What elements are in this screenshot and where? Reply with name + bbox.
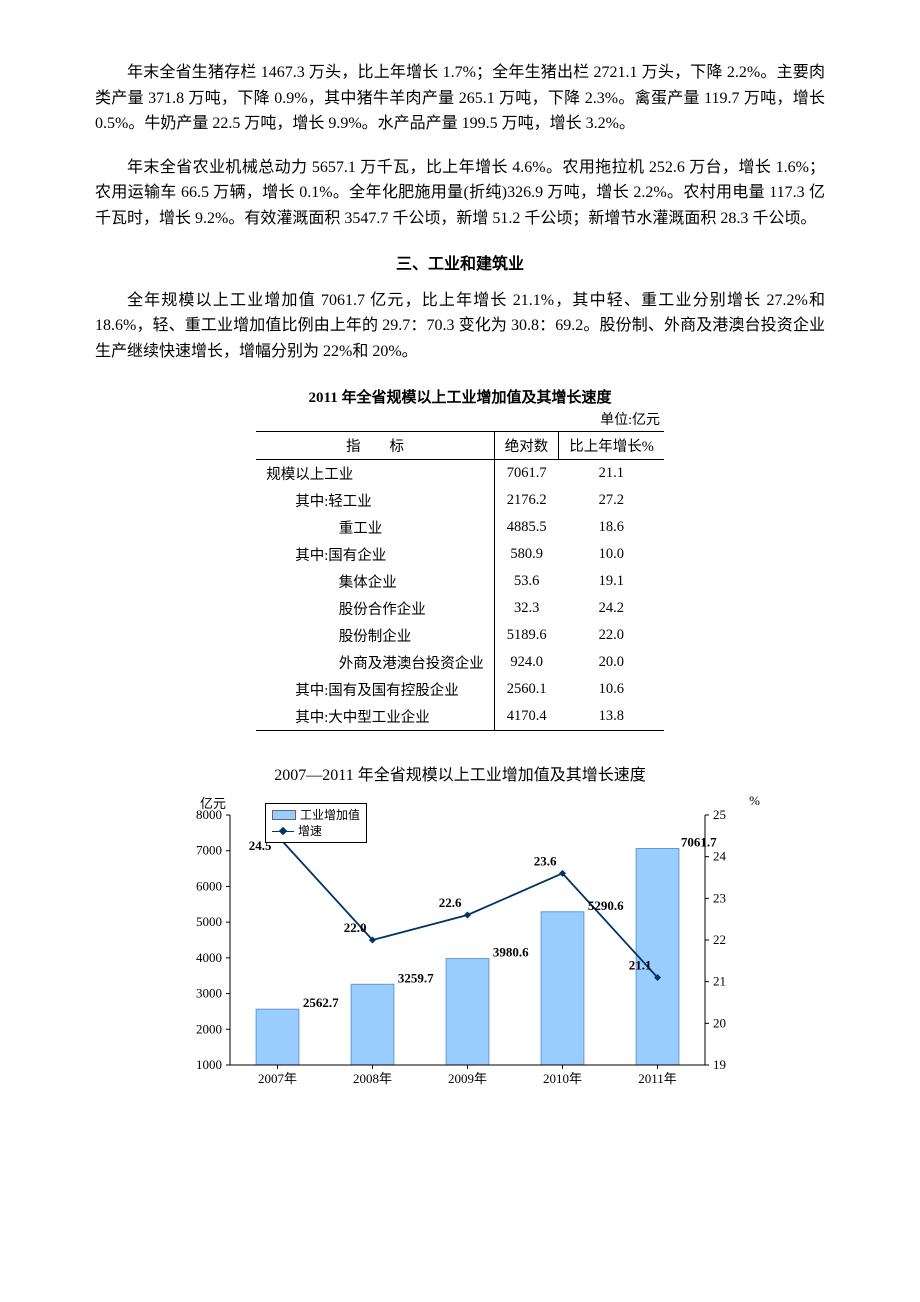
cell-absolute: 32.3 <box>494 595 559 622</box>
svg-text:24: 24 <box>713 849 727 864</box>
th-indicator: 指标 <box>256 432 494 460</box>
table-row: 规模以上工业7061.721.1 <box>256 460 664 488</box>
paragraph-3: 全年规模以上工业增加值 7061.7 亿元，比上年增长 21.1%，其中轻、重工… <box>95 288 825 365</box>
svg-text:23: 23 <box>713 891 726 906</box>
table-row: 外商及港澳台投资企业924.020.0 <box>256 649 664 676</box>
svg-text:3259.7: 3259.7 <box>398 971 434 986</box>
svg-text:2009年: 2009年 <box>448 1071 487 1086</box>
legend-bar: 工业增加值 <box>272 807 360 823</box>
table-row: 其中:大中型工业企业4170.413.8 <box>256 703 664 731</box>
legend-line: 增速 <box>272 823 360 839</box>
svg-text:2010年: 2010年 <box>543 1071 582 1086</box>
svg-text:19: 19 <box>713 1057 726 1072</box>
cell-growth: 27.2 <box>559 487 664 514</box>
chart-bar <box>446 959 489 1065</box>
svg-text:21.1: 21.1 <box>629 958 652 973</box>
svg-text:1000: 1000 <box>196 1057 222 1072</box>
cell-absolute: 4885.5 <box>494 514 559 541</box>
right-axis-label: % <box>749 793 760 809</box>
legend-line-label: 增速 <box>298 823 322 839</box>
svg-text:22: 22 <box>713 932 726 947</box>
cell-indicator: 外商及港澳台投资企业 <box>256 649 494 676</box>
cell-indicator: 其中:大中型工业企业 <box>256 703 494 731</box>
svg-text:21: 21 <box>713 974 726 989</box>
th-absolute: 绝对数 <box>494 432 559 460</box>
svg-text:5000: 5000 <box>196 914 222 929</box>
svg-text:2562.7: 2562.7 <box>303 996 339 1011</box>
chart-marker <box>464 912 471 919</box>
table-title: 2011 年全省规模以上工业增加值及其增长速度 <box>95 386 825 407</box>
svg-text:3000: 3000 <box>196 986 222 1001</box>
table-row: 重工业4885.518.6 <box>256 514 664 541</box>
svg-text:2011年: 2011年 <box>638 1071 677 1086</box>
cell-indicator: 集体企业 <box>256 568 494 595</box>
cell-indicator: 其中:轻工业 <box>256 487 494 514</box>
table-row: 其中:国有企业580.910.0 <box>256 541 664 568</box>
cell-indicator: 规模以上工业 <box>256 460 494 488</box>
cell-growth: 10.6 <box>559 676 664 703</box>
svg-text:6000: 6000 <box>196 879 222 894</box>
cell-absolute: 5189.6 <box>494 622 559 649</box>
industry-table: 指标 绝对数 比上年增长% 规模以上工业7061.721.1 其中:轻工业217… <box>256 431 664 731</box>
cell-growth: 10.0 <box>559 541 664 568</box>
svg-text:2008年: 2008年 <box>353 1071 392 1086</box>
chart-bar <box>541 912 584 1065</box>
cell-absolute: 924.0 <box>494 649 559 676</box>
cell-absolute: 2560.1 <box>494 676 559 703</box>
table-row: 股份合作企业32.324.2 <box>256 595 664 622</box>
legend-bar-swatch <box>272 810 296 820</box>
cell-indicator: 其中:国有及国有控股企业 <box>256 676 494 703</box>
svg-text:22.0: 22.0 <box>344 920 367 935</box>
svg-text:3980.6: 3980.6 <box>493 945 529 960</box>
svg-text:23.6: 23.6 <box>534 854 557 869</box>
chart-svg: 1000200030004000500060007000800019202122… <box>160 795 760 1095</box>
cell-growth: 24.2 <box>559 595 664 622</box>
section-heading: 三、工业和建筑业 <box>95 250 825 274</box>
cell-absolute: 53.6 <box>494 568 559 595</box>
cell-indicator: 重工业 <box>256 514 494 541</box>
chart-bar <box>351 985 394 1066</box>
cell-growth: 13.8 <box>559 703 664 731</box>
cell-growth: 18.6 <box>559 514 664 541</box>
cell-indicator: 其中:国有企业 <box>256 541 494 568</box>
svg-text:22.6: 22.6 <box>439 895 462 910</box>
document-page: 年末全省生猪存栏 1467.3 万头，比上年增长 1.7%；全年生猪出栏 272… <box>0 0 920 1302</box>
table-row: 集体企业53.619.1 <box>256 568 664 595</box>
svg-text:2007年: 2007年 <box>258 1071 297 1086</box>
cell-absolute: 7061.7 <box>494 460 559 488</box>
cell-absolute: 580.9 <box>494 541 559 568</box>
svg-text:2000: 2000 <box>196 1022 222 1037</box>
paragraph-2: 年末全省农业机械总动力 5657.1 万千瓦，比上年增长 4.6%。农用拖拉机 … <box>95 155 825 232</box>
table-unit: 单位:亿元 <box>260 409 660 429</box>
cell-absolute: 4170.4 <box>494 703 559 731</box>
chart-container: 亿元 % 工业增加值 增速 1000 2000 3000 4000 5000 6000 70… <box>160 795 760 1095</box>
legend-line-swatch <box>272 826 294 836</box>
svg-text:4000: 4000 <box>196 950 222 965</box>
svg-text:5290.6: 5290.6 <box>588 898 624 913</box>
left-axis-label: 亿元 <box>200 793 226 812</box>
table-row: 其中:轻工业2176.227.2 <box>256 487 664 514</box>
cell-growth: 21.1 <box>559 460 664 488</box>
paragraph-1: 年末全省生猪存栏 1467.3 万头，比上年增长 1.7%；全年生猪出栏 272… <box>95 60 825 137</box>
cell-indicator: 股份制企业 <box>256 622 494 649</box>
svg-text:25: 25 <box>713 807 726 822</box>
svg-text:7000: 7000 <box>196 843 222 858</box>
table-header-row: 指标 绝对数 比上年增长% <box>256 432 664 460</box>
cell-growth: 19.1 <box>559 568 664 595</box>
legend-bar-label: 工业增加值 <box>300 807 360 823</box>
chart-bar <box>256 1010 299 1066</box>
th-growth: 比上年增长% <box>559 432 664 460</box>
svg-text:7061.7: 7061.7 <box>681 835 717 850</box>
table-row: 股份制企业5189.622.0 <box>256 622 664 649</box>
cell-absolute: 2176.2 <box>494 487 559 514</box>
table-row: 其中:国有及国有控股企业2560.110.6 <box>256 676 664 703</box>
cell-growth: 22.0 <box>559 622 664 649</box>
svg-text:20: 20 <box>713 1016 726 1031</box>
cell-indicator: 股份合作企业 <box>256 595 494 622</box>
cell-growth: 20.0 <box>559 649 664 676</box>
chart-legend: 工业增加值 增速 <box>265 803 367 843</box>
chart-title: 2007—2011 年全省规模以上工业增加值及其增长速度 <box>95 761 825 785</box>
